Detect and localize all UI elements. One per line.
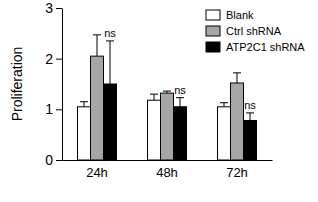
x-tick: 72h bbox=[226, 160, 248, 180]
legend-swatch bbox=[206, 26, 220, 36]
error-line bbox=[97, 35, 98, 56]
y-tick-mark bbox=[56, 59, 62, 60]
error-cap bbox=[80, 101, 88, 102]
error-line bbox=[84, 102, 85, 107]
error-line bbox=[180, 98, 181, 107]
y-tick-label: 3 bbox=[45, 0, 53, 16]
error-cap bbox=[246, 112, 254, 113]
bar bbox=[148, 100, 161, 160]
annotation: ns bbox=[244, 99, 256, 111]
error-cap bbox=[150, 94, 158, 95]
error-cap bbox=[163, 91, 171, 92]
bar bbox=[231, 83, 244, 160]
x-axis-line bbox=[63, 160, 273, 161]
bar bbox=[78, 107, 91, 160]
error-bar bbox=[246, 113, 254, 121]
error-line bbox=[154, 94, 155, 100]
bar bbox=[218, 107, 231, 160]
legend-swatch bbox=[206, 10, 220, 20]
error-bar bbox=[220, 103, 228, 107]
bar-series bbox=[91, 35, 244, 160]
error-bar bbox=[106, 41, 114, 84]
error-bar bbox=[233, 73, 241, 83]
legend-swatch bbox=[206, 42, 220, 52]
x-axis: 24h 48h 72h bbox=[63, 160, 273, 180]
error-cap bbox=[220, 102, 228, 103]
bar bbox=[161, 93, 174, 160]
bar bbox=[174, 107, 187, 160]
y-tick: 2 bbox=[45, 51, 62, 67]
error-line bbox=[250, 113, 251, 121]
annotation: ns bbox=[174, 84, 186, 96]
legend-label: Blank bbox=[226, 9, 254, 21]
y-tick: 1 bbox=[45, 101, 62, 117]
y-tick: 3 bbox=[45, 0, 62, 16]
y-tick-label: 1 bbox=[45, 101, 53, 117]
chart: ns ns ns 0 1 2 3 24h 48h 72h Proliferation Blank Ctr… bbox=[0, 0, 318, 202]
bar bbox=[104, 84, 117, 160]
x-tick: 48h bbox=[156, 160, 178, 180]
error-cap bbox=[176, 97, 184, 98]
y-tick-mark bbox=[56, 8, 62, 9]
y-axis: 0 1 2 3 bbox=[45, 0, 62, 168]
bar bbox=[244, 120, 257, 160]
x-tick-label: 48h bbox=[156, 165, 178, 180]
error-line bbox=[110, 41, 111, 84]
legend: Blank Ctrl shRNA ATP2C1 shRNA bbox=[206, 9, 305, 53]
y-tick-mark bbox=[56, 109, 62, 110]
error-bar bbox=[150, 94, 158, 100]
y-tick-label: 2 bbox=[45, 51, 53, 67]
y-tick: 0 bbox=[45, 152, 62, 168]
y-axis-title: Proliferation bbox=[9, 47, 25, 122]
error-line bbox=[224, 103, 225, 107]
y-tick-mark bbox=[56, 160, 62, 161]
error-bar bbox=[176, 98, 184, 107]
error-bar bbox=[80, 102, 88, 107]
bar-series bbox=[104, 41, 257, 160]
bar bbox=[91, 56, 104, 160]
x-tick: 24h bbox=[86, 160, 108, 180]
legend-label: Ctrl shRNA bbox=[226, 25, 282, 37]
y-axis-line bbox=[62, 9, 63, 161]
plot-area bbox=[78, 35, 257, 160]
error-line bbox=[237, 73, 238, 83]
legend-label: ATP2C1 shRNA bbox=[226, 41, 305, 53]
x-tick-label: 24h bbox=[86, 165, 108, 180]
error-bar bbox=[163, 91, 171, 93]
error-cap bbox=[233, 72, 241, 73]
y-tick-label: 0 bbox=[45, 152, 53, 168]
error-cap bbox=[106, 40, 114, 41]
error-cap bbox=[93, 34, 101, 35]
error-bar bbox=[93, 35, 101, 56]
annotation: ns bbox=[104, 27, 116, 39]
x-tick-label: 72h bbox=[226, 165, 248, 180]
